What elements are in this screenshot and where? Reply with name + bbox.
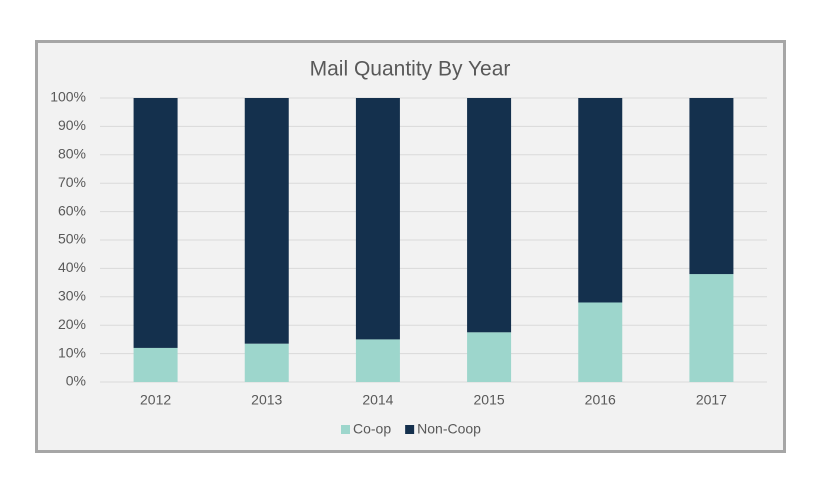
y-tick-label: 60% [58,202,86,218]
y-tick-label: 0% [66,373,86,389]
x-tick-label: 2015 [474,392,505,408]
x-tick-label: 2017 [696,392,727,408]
legend-swatch [405,425,415,434]
bar-segment [689,274,734,382]
y-tick-label: 70% [58,174,86,190]
bar-segment [689,98,734,275]
y-tick-label: 100% [50,89,86,105]
y-tick-label: 30% [58,288,86,304]
x-tick-label: 2013 [251,392,282,408]
y-tick-label: 20% [58,316,86,332]
y-tick-label: 10% [58,344,86,360]
y-tick-label: 40% [58,259,86,275]
bar-segment [244,343,289,382]
bar-segment [133,98,178,348]
bar-segment [467,98,512,333]
bar-segment [578,302,623,382]
legend-swatch [341,425,350,434]
y-tick-label: 50% [58,231,86,247]
bar-segment [244,98,289,344]
y-tick-label: 80% [58,146,86,162]
bar-segment [355,339,400,382]
legend-label: Non-Coop [417,421,481,437]
chart-title: Mail Quantity By Year [310,58,511,81]
x-tick-label: 2016 [585,392,616,408]
x-tick-label: 2012 [140,392,171,408]
bar-segment [133,347,178,382]
bar-segment [355,98,400,340]
x-tick-label: 2014 [362,392,393,408]
bar-segment [578,98,623,303]
y-tick-label: 90% [58,117,86,133]
bar-segment [467,332,512,382]
legend-label: Co-op [353,421,391,437]
